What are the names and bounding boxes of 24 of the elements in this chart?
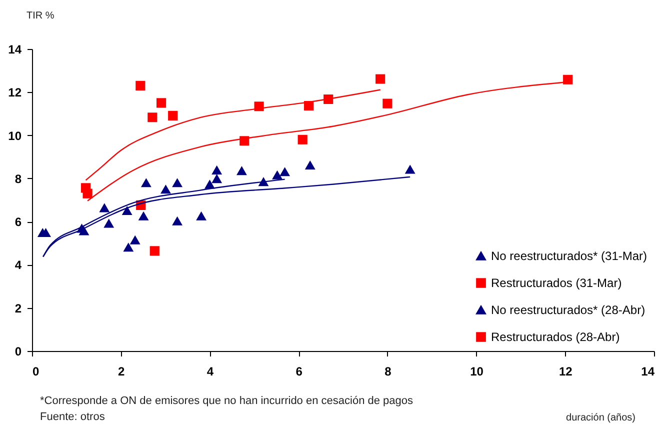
x-tick-label: 2 (118, 364, 126, 378)
legend-label: Restructurados (31-Mar) (491, 276, 622, 290)
y-tick-label: 0 (14, 344, 22, 358)
y-tick-label: 6 (14, 215, 22, 230)
text: *Corresponde a ON de emisores que no han incurrido en cesación de pagos (40, 394, 414, 409)
x-tick-label: 10 (470, 364, 484, 378)
x-tick-label: 6 (296, 364, 303, 378)
x-tick-label: 14 (641, 364, 655, 378)
y-tick-label: 14 (8, 42, 22, 56)
y-tick-label: 8 (14, 172, 22, 186)
legend-label: No reestructurados* (28-Abr) (491, 303, 646, 317)
x-tick-label: 12 (558, 364, 573, 378)
y-tick-label: 10 (8, 128, 22, 143)
x-tick-label: 8 (384, 364, 392, 378)
legend-label: No reestructurados* (31-Mar) (491, 249, 648, 263)
source-note: Fuente: otros (40, 410, 106, 425)
x-tick-label: 4 (206, 364, 214, 378)
y-tick-label: 12 (8, 86, 22, 100)
legend-label: Restructurados (28-Abr) (491, 330, 620, 344)
y-tick-label: 2 (14, 301, 22, 316)
x-tick-label: 0 (32, 364, 40, 378)
y-axis-title: TIR % (26, 10, 54, 22)
y-tick-label: 4 (14, 258, 22, 272)
x-axis-title: duración (años) (566, 412, 636, 424)
